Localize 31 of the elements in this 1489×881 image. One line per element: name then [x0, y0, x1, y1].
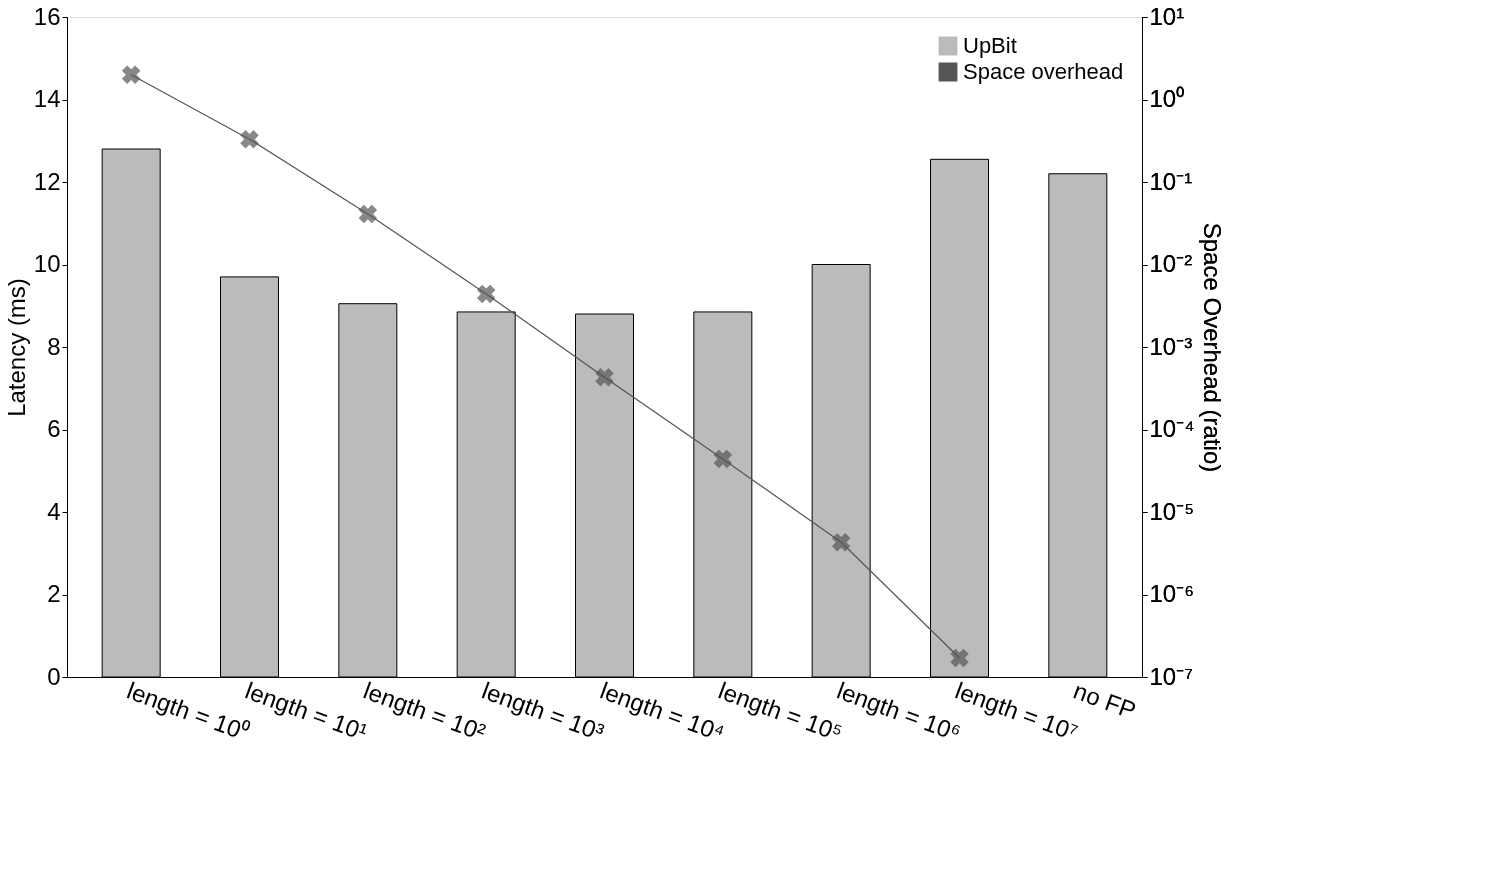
- legend-label: UpBit: [963, 33, 1017, 58]
- y2-tick-label: 10⁻¹: [1149, 167, 1193, 195]
- point: [831, 532, 851, 552]
- y2-tick-label: 10⁻⁴: [1149, 415, 1195, 442]
- y2-tick-label: 10⁻³: [1149, 332, 1193, 360]
- point: [358, 204, 378, 224]
- y-tick-label: 8: [47, 332, 61, 360]
- y-axis-title: Latency (ms): [2, 278, 30, 417]
- y-tick-label: 10: [33, 250, 61, 277]
- y-tick-label: 4: [47, 497, 61, 525]
- y2-tick-label: 10⁻²: [1149, 250, 1193, 277]
- legend-label: Space overhead: [963, 59, 1124, 84]
- x-tick-label: no FP: [1070, 676, 1140, 724]
- point: [476, 284, 496, 304]
- y-tick-label: 14: [33, 85, 61, 112]
- y2-axis-title: Space Overhead (ratio): [1198, 222, 1226, 473]
- y2-tick-label: 10⁻⁷: [1149, 662, 1193, 690]
- point: [121, 65, 141, 84]
- point: [713, 449, 733, 469]
- y2-tick-label: 10¹: [1149, 2, 1185, 30]
- y-tick-label: 6: [47, 415, 61, 442]
- y-tick-label: 12: [33, 167, 61, 195]
- y2-tick-label: 10⁻⁵: [1149, 497, 1195, 525]
- y-tick-label: 0: [47, 662, 61, 690]
- point: [240, 129, 259, 149]
- y-tick-label: 2: [47, 580, 61, 607]
- point: [595, 367, 614, 387]
- y-tick-label: 16: [33, 2, 61, 30]
- y2-tick-label: 10⁻⁶: [1149, 580, 1195, 607]
- point: [950, 648, 969, 668]
- y2-tick-label: 10⁰: [1149, 85, 1185, 112]
